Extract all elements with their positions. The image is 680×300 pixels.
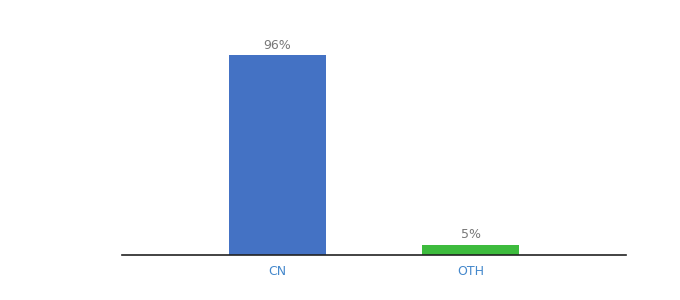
Bar [422, 244, 519, 255]
Text: 5%: 5% [461, 228, 481, 242]
Text: 96%: 96% [263, 39, 291, 52]
Bar [229, 55, 326, 255]
